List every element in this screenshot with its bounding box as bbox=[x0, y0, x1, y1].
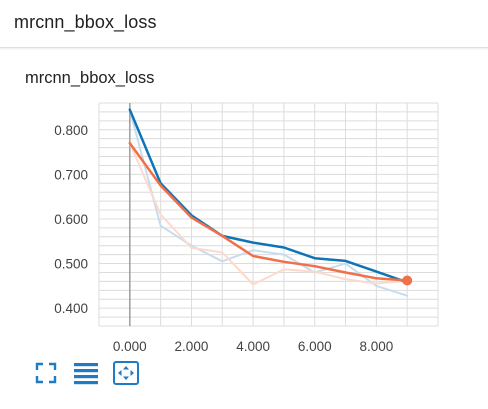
y-tick-label: 0.800 bbox=[54, 123, 88, 138]
fit-domain-icon bbox=[113, 361, 139, 385]
highlight-point bbox=[402, 275, 413, 286]
series-line-3 bbox=[128, 141, 409, 282]
x-tick-label: 0.000 bbox=[113, 339, 147, 354]
x-tick-label: 8.000 bbox=[359, 339, 393, 354]
expand-button[interactable] bbox=[34, 361, 58, 385]
header-title: mrcnn_bbox_loss bbox=[14, 12, 157, 32]
top-header: mrcnn_bbox_loss bbox=[0, 0, 488, 48]
series-line-1 bbox=[128, 142, 409, 286]
chart-grid bbox=[98, 102, 439, 327]
series-line-2 bbox=[128, 108, 409, 284]
y-tick-label: 0.400 bbox=[54, 301, 88, 316]
data-table-icon bbox=[74, 363, 98, 385]
chart-series bbox=[128, 108, 413, 297]
chart-tick-labels: 0.400 0.500 0.600 0.700 0.800 0.000 2.000 4.000… bbox=[54, 123, 393, 354]
x-tick-label: 2.000 bbox=[175, 339, 209, 354]
x-tick-label: 4.000 bbox=[236, 339, 270, 354]
chart-card-title: mrcnn_bbox_loss bbox=[25, 69, 155, 87]
data-table-button[interactable] bbox=[74, 361, 98, 385]
expand-icon bbox=[35, 362, 57, 384]
fit-domain-button[interactable] bbox=[113, 361, 139, 385]
x-tick-label: 6.000 bbox=[298, 339, 332, 354]
y-tick-label: 0.500 bbox=[54, 257, 88, 272]
y-tick-label: 0.600 bbox=[54, 212, 88, 227]
y-tick-label: 0.700 bbox=[54, 167, 88, 182]
